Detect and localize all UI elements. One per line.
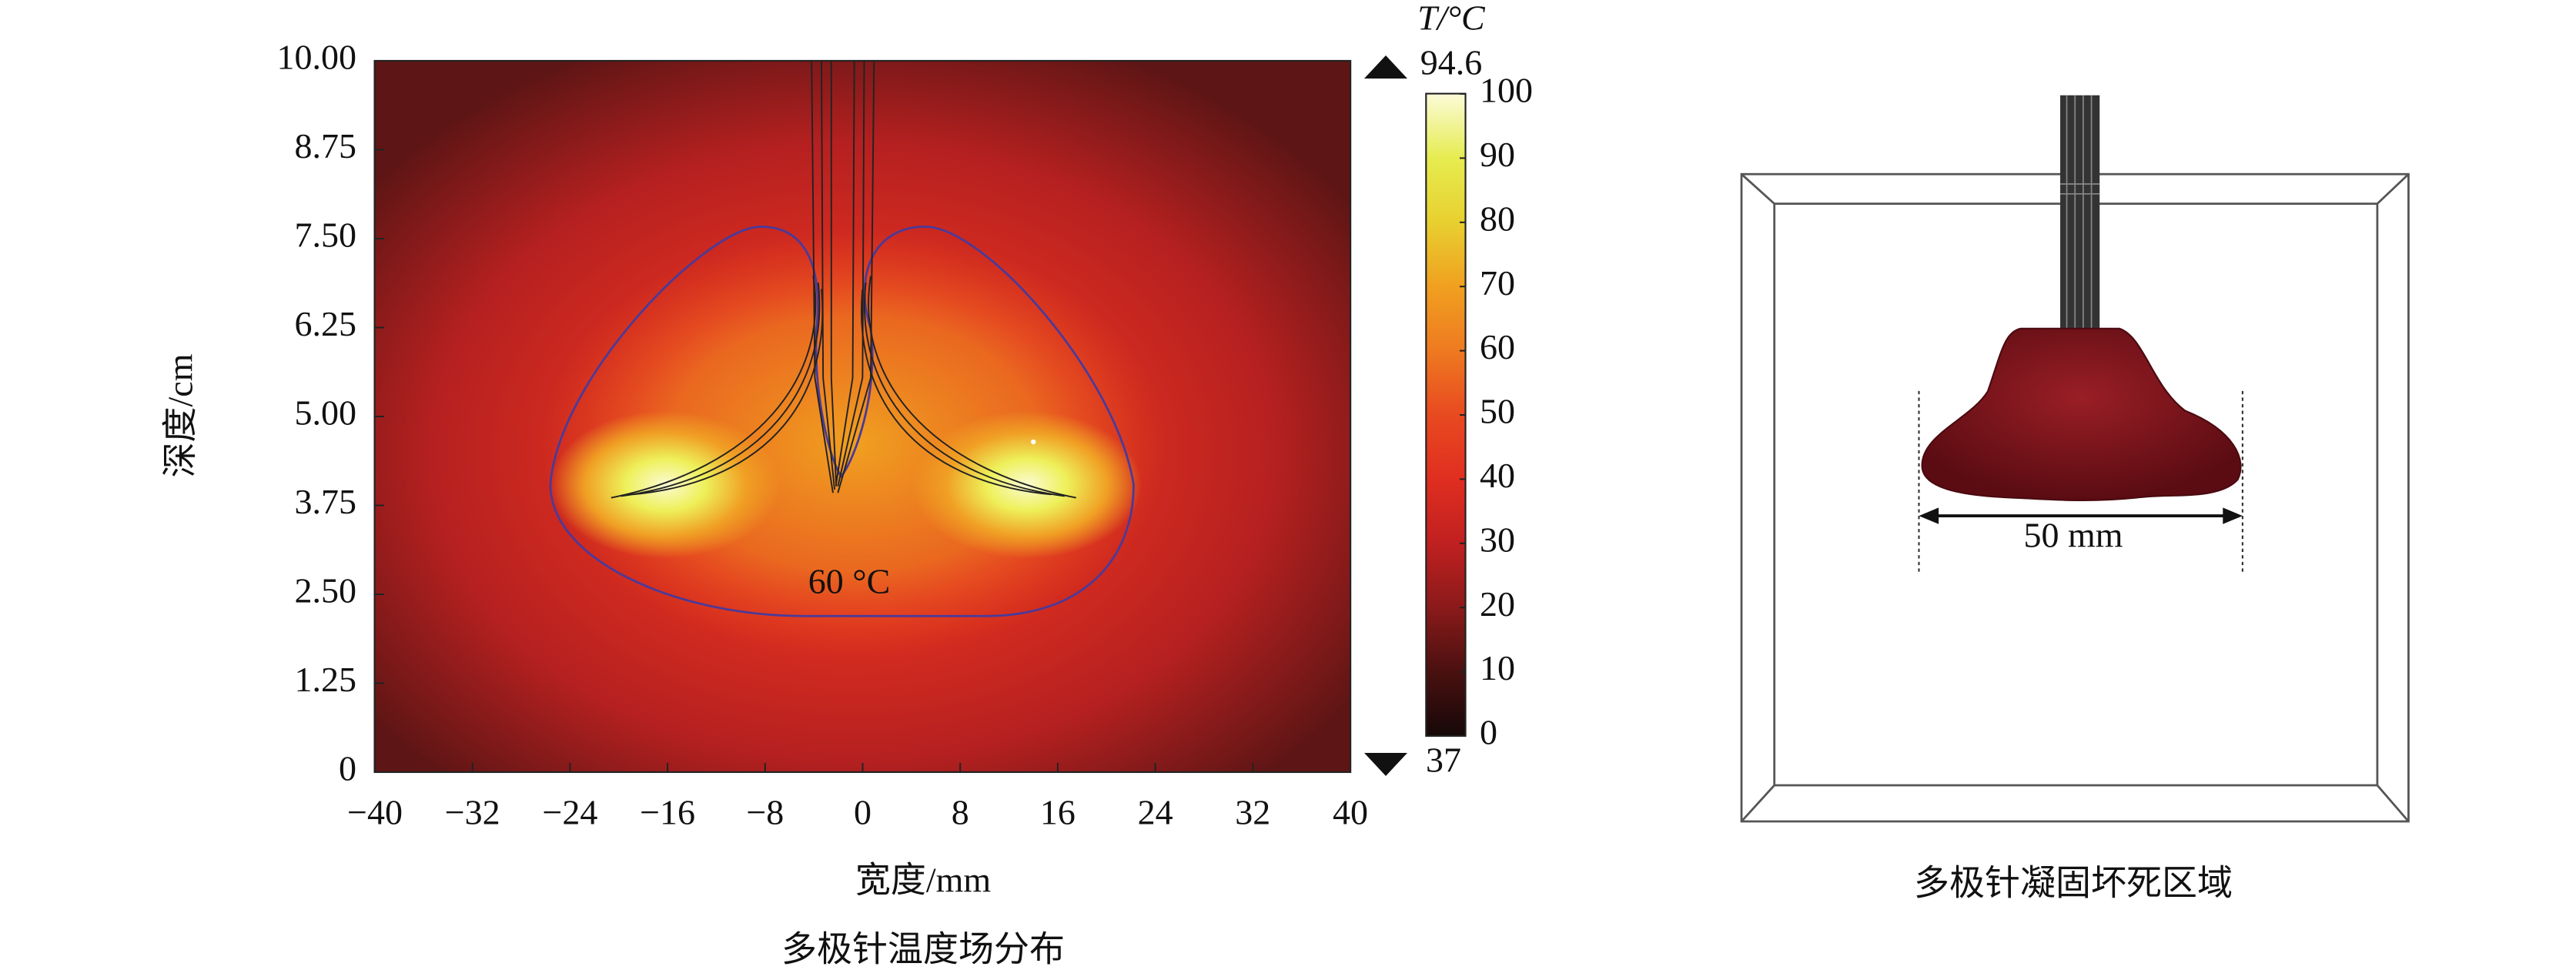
y-tick-label: 8.75 <box>295 126 357 166</box>
min-marker <box>1364 753 1407 776</box>
colorbar-tick-label: 30 <box>1480 520 1515 559</box>
y-tick-label: 6.25 <box>295 304 357 343</box>
chart-title: 多极针温度场分布 <box>781 930 1065 969</box>
y-tick-label: 2.50 <box>295 571 357 610</box>
colorbar-tick-label: 100 <box>1480 71 1533 110</box>
max-marker <box>1364 55 1407 79</box>
render-image <box>1740 95 2410 823</box>
x-tick-label: −16 <box>640 793 695 832</box>
colorbar-tick-label: 40 <box>1480 456 1515 495</box>
y-tick-label: 7.50 <box>295 216 357 255</box>
x-tick-label: −32 <box>445 793 500 832</box>
y-axis-label: 深度/cm <box>161 353 200 477</box>
x-tick-label: −24 <box>542 793 597 832</box>
colorbar-label: T/°C <box>1417 0 1486 38</box>
contour-label: 60 °C <box>808 562 891 601</box>
max-label: 94.6 <box>1420 43 1483 82</box>
colorbar-tick-label: 50 <box>1480 392 1515 431</box>
x-tick-label: −8 <box>746 793 784 832</box>
y-tick-label: 0 <box>339 749 356 788</box>
size-label: 50 mm <box>2023 516 2123 555</box>
colorbar-tick-label: 0 <box>1480 713 1497 752</box>
colorbar-tick-label: 10 <box>1480 648 1515 687</box>
x-tick-label: 16 <box>1040 793 1076 832</box>
colorbar-tick-label: 90 <box>1480 135 1515 174</box>
chart-title: 多极针凝固坏死区域 <box>1914 864 2233 903</box>
x-tick-label: 8 <box>952 793 969 832</box>
y-tick-label: 5.00 <box>295 393 357 433</box>
x-tick-label: 32 <box>1235 793 1270 832</box>
colorbar-tick-label: 70 <box>1480 263 1515 303</box>
colorbar-tick-label: 80 <box>1480 199 1515 238</box>
y-tick-label: 10.00 <box>277 38 357 77</box>
y-tick-label: 3.75 <box>295 482 357 521</box>
min-label: 37 <box>1426 741 1461 780</box>
x-axis-label: 宽度/mm <box>855 861 992 900</box>
colorbar-tick-label: 60 <box>1480 327 1515 366</box>
x-tick-label: −40 <box>347 793 403 832</box>
x-tick-label: 40 <box>1333 793 1368 832</box>
x-tick-label: 24 <box>1138 793 1173 832</box>
y-tick-label: 1.25 <box>295 660 357 699</box>
colorbar-tick-label: 20 <box>1480 584 1515 624</box>
x-tick-label: 0 <box>854 793 871 832</box>
heatmap-image <box>373 59 1467 774</box>
